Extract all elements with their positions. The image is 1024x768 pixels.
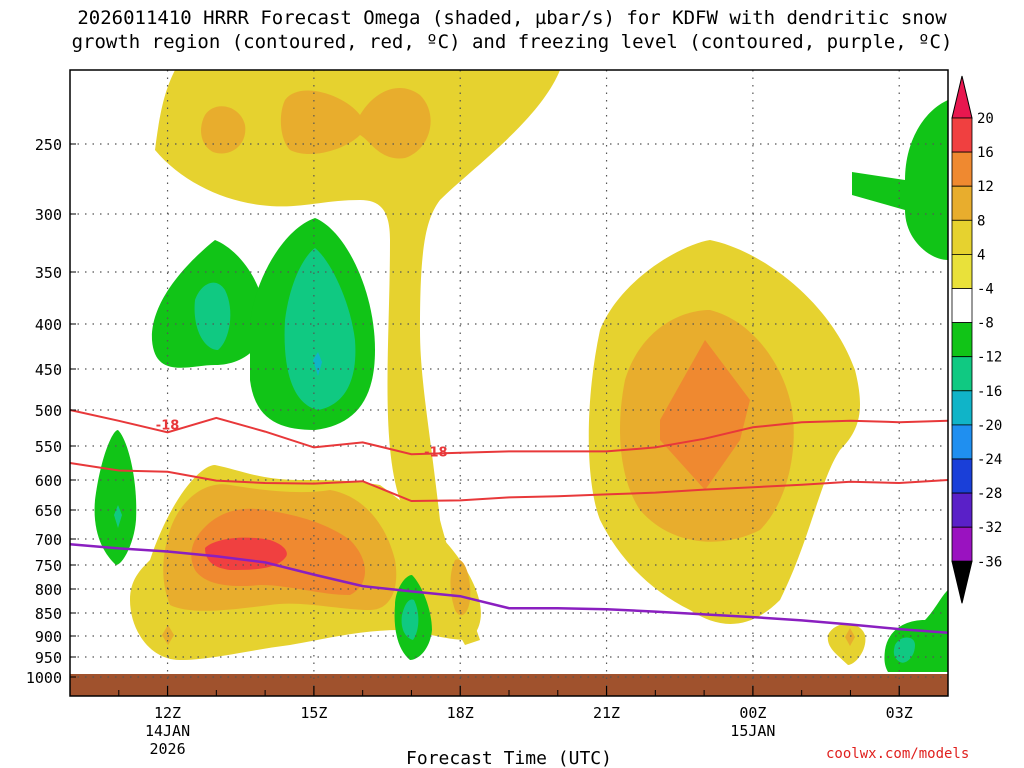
colorbar-box [951, 253, 973, 289]
colorbar-label: 4 [977, 247, 985, 263]
colorbar-label: -20 [977, 418, 1002, 434]
x-tick-label: 21Z [593, 704, 620, 722]
x-tick-label: 18Z [447, 704, 474, 722]
colorbar-box [951, 492, 973, 528]
y-tick-label: 400 [35, 316, 62, 334]
colorbar-top-arrow [951, 75, 973, 119]
x-tick-date: 14JAN [145, 722, 190, 740]
x-axis-label: Forecast Time (UTC) [406, 748, 612, 768]
colorbar-label: -32 [977, 520, 1002, 536]
colorbar-label: -8 [977, 316, 994, 332]
colorbar-label: -36 [977, 554, 1002, 570]
x-tick-date: 15JAN [730, 722, 775, 740]
omega-region-green-band-right [852, 172, 905, 210]
colorbar-box [951, 151, 973, 187]
dgz-contour-line [69, 409, 949, 456]
colorbar: 20 16 12 8 4 -4 -8 -12 -16 -20 -24 -28 -32 -36 [951, 75, 1002, 604]
freezing-level-line [69, 542, 949, 635]
colorbar-box [951, 117, 973, 153]
colorbar-bottom-arrow [951, 560, 973, 604]
colorbar-box [951, 322, 973, 358]
y-tick-label: 900 [35, 628, 62, 646]
omega-region-spot-2 [827, 623, 866, 665]
x-tick-label: 03Z [886, 704, 913, 722]
y-tick-label: 850 [35, 605, 62, 623]
omega-region-teal-center [284, 248, 356, 410]
x-tick-label: 15Z [300, 704, 327, 722]
y-tick-label: 550 [35, 438, 62, 456]
colorbar-label: 16 [977, 145, 994, 161]
omega-region-evening-core [660, 340, 750, 490]
omega-region-green-upper-right [905, 100, 948, 260]
y-tick-label: 750 [35, 557, 62, 575]
omega-region-upper-orange-2 [280, 87, 431, 159]
colorbar-box [951, 288, 973, 323]
omega-region-teal-lower [401, 599, 419, 640]
y-tick-label: 300 [35, 206, 62, 224]
credit-text: coolwx.com/models [826, 746, 970, 762]
y-tick-label: 700 [35, 531, 62, 549]
surface-ground [70, 674, 948, 696]
x-tick-label: 12Z [154, 704, 181, 722]
y-tick-label: 650 [35, 502, 62, 520]
omega-region-upper-yellow [155, 70, 560, 645]
omega-region-teal-left [194, 282, 231, 350]
omega-region-green-far-left [94, 430, 137, 565]
y-tick-label: 250 [35, 136, 62, 154]
plot-frame [69, 69, 949, 697]
colorbar-label: -4 [977, 282, 994, 298]
colorbar-box [951, 390, 973, 426]
dgz-contour-line [69, 462, 949, 503]
colorbar-box [951, 526, 973, 562]
omega-region-teal-far-left [114, 505, 122, 528]
y-tick-label: 500 [35, 402, 62, 420]
omega-shading [94, 70, 948, 672]
y-tick-label: 600 [35, 472, 62, 490]
omega-region-spot-2-core [845, 628, 855, 646]
colorbar-box [951, 185, 973, 221]
chart-title: 2026011410 HRRR Forecast Omega (shaded, … [0, 6, 1024, 54]
colorbar-label: -12 [977, 350, 1002, 366]
omega-region-spot-1 [162, 625, 174, 645]
colorbar-label: -16 [977, 384, 1002, 400]
x-tick-label: 00Z [739, 704, 766, 722]
y-tick-label: 450 [35, 361, 62, 379]
grid-lines [70, 70, 948, 696]
colorbar-label: -28 [977, 486, 1002, 502]
dgz-contour-label: -18 [156, 418, 180, 433]
colorbar-label: 8 [977, 213, 985, 229]
colorbar-box [951, 424, 973, 460]
title-line-2: growth region (contoured, red, ºC) and f… [71, 31, 953, 53]
colorbar-label: -24 [977, 452, 1002, 468]
omega-region-small-orange [450, 559, 471, 616]
colorbar-box [951, 458, 973, 494]
omega-region-upper-orange-1 [201, 106, 246, 154]
dgz-contour-label: -18 [424, 445, 448, 460]
colorbar-label: 12 [977, 179, 994, 195]
contour-lines: -18 -18 [69, 409, 949, 635]
y-tick-label: 1000 [26, 669, 62, 687]
y-tick-label: 950 [35, 649, 62, 667]
title-line-1: 2026011410 HRRR Forecast Omega (shaded, … [77, 7, 947, 29]
y-tick-label: 350 [35, 264, 62, 282]
colorbar-box [951, 356, 973, 392]
omega-region-cyan-center [313, 352, 322, 376]
colorbar-label: 20 [977, 111, 994, 127]
x-tick-year: 2026 [149, 740, 185, 758]
y-tick-label: 800 [35, 581, 62, 599]
colorbar-box [951, 219, 973, 255]
y-axis-ticks: 250 300 350 400 450 500 550 600 650 700 750 800 850 9… [26, 136, 76, 687]
